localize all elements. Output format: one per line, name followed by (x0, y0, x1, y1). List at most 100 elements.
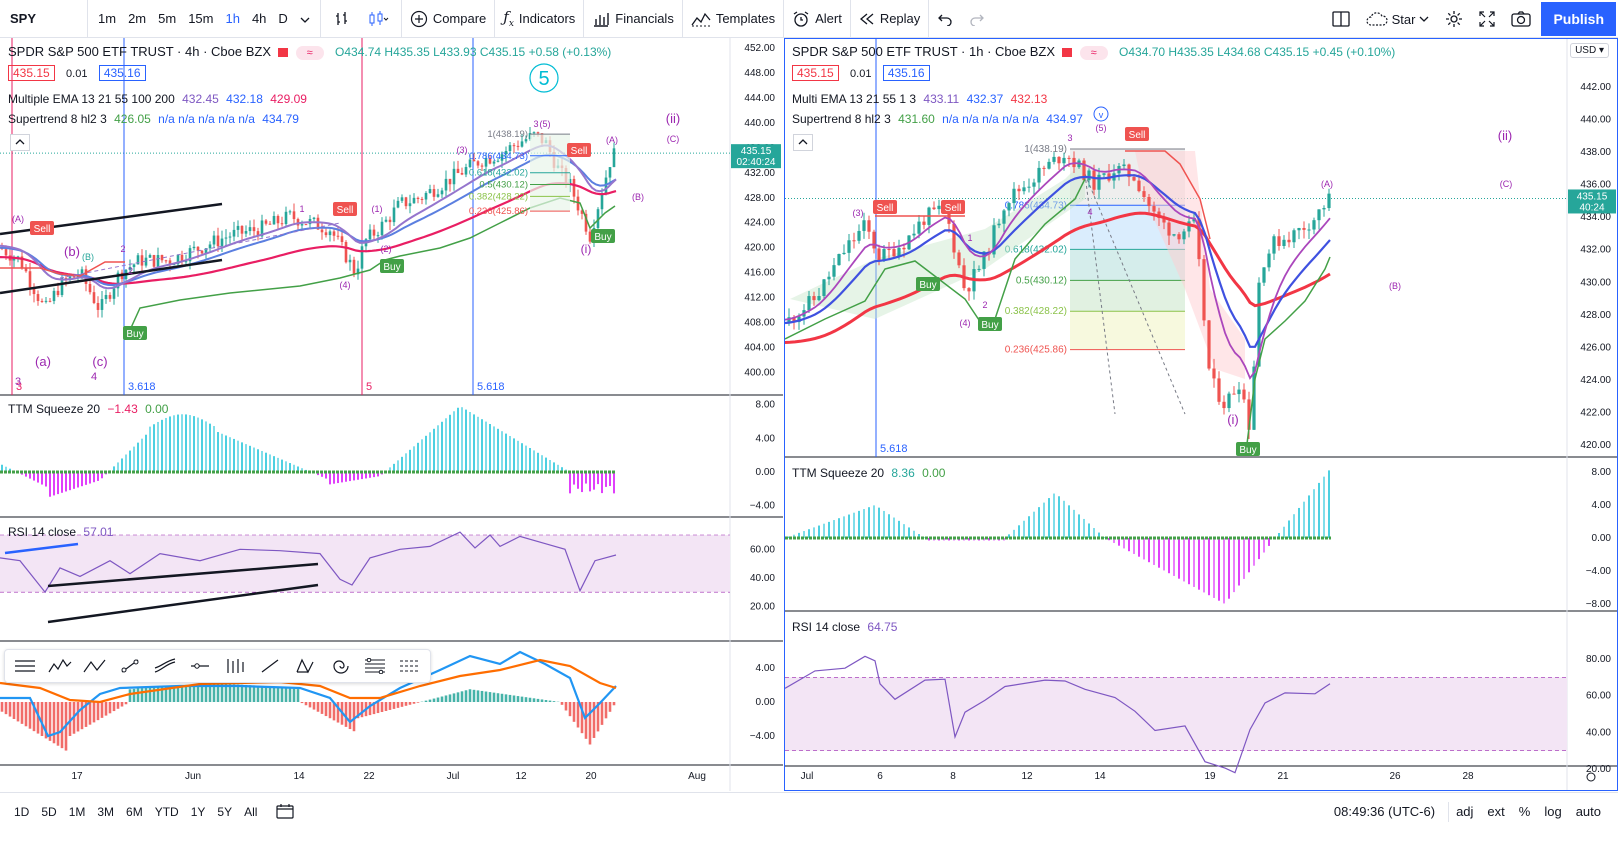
interval-1h[interactable]: 1h (225, 10, 240, 26)
candle-body (1012, 188, 1016, 204)
range-5y[interactable]: 5Y (217, 805, 233, 819)
price-range-icon[interactable] (394, 652, 426, 680)
candle-body (812, 296, 816, 301)
left-chart-pane[interactable]: 452.00448.00444.00440.00436.00432.00428.… (0, 38, 783, 791)
candle-body (128, 267, 132, 270)
right-chart-canvas[interactable]: 442.00440.00438.00436.00434.00432.00430.… (785, 39, 1617, 790)
rsi-band (0, 535, 730, 593)
fib-channel-icon[interactable] (149, 652, 181, 680)
range-5d[interactable]: 5D (41, 805, 57, 819)
trend-line-icon[interactable] (114, 652, 146, 680)
interval-2m[interactable]: 2m (128, 10, 147, 26)
range-6m[interactable]: 6M (126, 805, 143, 819)
candle-body (60, 277, 64, 296)
range-1d[interactable]: 1D (14, 805, 30, 819)
redo-icon[interactable] (961, 0, 993, 38)
rsi-tick: 60.00 (1586, 691, 1611, 702)
candle-body (172, 264, 176, 266)
ema-label: Multiple EMA 13 21 55 100 200 (8, 92, 175, 106)
interval-1m[interactable]: 1m (98, 10, 117, 26)
candle-body (822, 279, 826, 296)
adj-toggle[interactable]: adj (1456, 804, 1474, 819)
approx-icon[interactable]: ≈ (1079, 45, 1108, 60)
interval-5m[interactable]: 5m (158, 10, 177, 26)
candle-body (1022, 187, 1026, 192)
ray-icon[interactable] (184, 652, 216, 680)
bars-pattern-icon[interactable] (219, 652, 251, 680)
replay-button[interactable]: Replay (851, 0, 930, 38)
candle-body (460, 172, 464, 175)
elliott-correction-icon[interactable] (79, 652, 111, 680)
candle-body (112, 288, 116, 299)
rsi-trend-upper (47, 562, 319, 588)
ask-price[interactable]: 435.16 (98, 65, 146, 81)
clock-time[interactable]: 08:49:36 (UTC-6) (1333, 804, 1436, 819)
range-all[interactable]: All (244, 805, 258, 819)
pattern-icon[interactable] (289, 652, 321, 680)
date-range-calendar-icon[interactable] (276, 803, 294, 822)
spiral-icon[interactable] (324, 652, 356, 680)
x-axis-label: Jul (447, 771, 460, 782)
supertrend-label: Supertrend 8 hl2 3 (8, 112, 107, 126)
candle-body (268, 223, 272, 225)
cloud-icon[interactable]: Star (1358, 0, 1438, 38)
symbol-search[interactable]: SPY (0, 0, 88, 38)
approx-icon[interactable]: ≈ (295, 45, 324, 60)
ext-toggle[interactable]: ext (1487, 804, 1505, 819)
flag-icon[interactable] (278, 48, 289, 58)
alert-button[interactable]: Alert (784, 0, 851, 38)
currency-selector[interactable]: USD ▾ (1570, 43, 1609, 58)
candle-body (1142, 191, 1146, 197)
candle-body (316, 217, 320, 230)
collapse-legend-button[interactable] (793, 134, 813, 151)
candle-body (1182, 231, 1186, 240)
interval-4h[interactable]: 4h (251, 10, 267, 26)
fib-level-label: 0.5(430.12) (1016, 275, 1067, 286)
bid-price[interactable]: 435.15 (792, 65, 839, 81)
candle-body (432, 189, 436, 197)
indicators-button[interactable]: ƒx Indicators (495, 0, 585, 38)
ttm-tick: −4.00 (1586, 566, 1612, 577)
percent-toggle[interactable]: % (1518, 804, 1531, 819)
line-tool-icon[interactable] (254, 652, 286, 680)
financials-button[interactable]: Financials (584, 0, 683, 38)
signal-tag-label: Buy (919, 280, 936, 291)
range-3m[interactable]: 3M (97, 805, 115, 819)
auto-toggle[interactable]: auto (1575, 804, 1601, 819)
left-chart-canvas[interactable]: 452.00448.00444.00440.00436.00432.00428.… (0, 38, 783, 791)
candle-chart-icon[interactable] (359, 0, 397, 38)
collapse-legend-button[interactable] (10, 134, 30, 151)
log-toggle[interactable]: log (1544, 804, 1562, 819)
wave-5-circle (529, 63, 559, 93)
interval-15m[interactable]: 15m (188, 10, 214, 26)
publish-button[interactable]: Publish (1541, 2, 1616, 36)
bid-price[interactable]: 435.15 (8, 65, 55, 81)
fib-retracement-icon[interactable] (359, 652, 391, 680)
elliott-impulse-icon[interactable] (44, 652, 76, 680)
interval-D[interactable]: D (278, 10, 288, 26)
horizontal-lines-icon[interactable] (9, 652, 41, 680)
chevron-down-icon[interactable] (294, 12, 316, 26)
signal-tag-box (916, 277, 940, 291)
ask-price[interactable]: 435.16 (882, 65, 930, 81)
left-chart-title: SPDR S&P 500 ETF TRUST · 4h · Cboe BZX (8, 44, 271, 59)
fullscreen-icon[interactable] (1471, 0, 1503, 38)
range-1m[interactable]: 1M (68, 805, 86, 819)
range-1y[interactable]: 1Y (190, 805, 206, 819)
price-tick: 436.00 (1580, 180, 1611, 191)
right-chart-pane[interactable]: 442.00 440.00 438.00 436.00 434.00 432.00 430.… (784, 38, 1618, 791)
undo-icon[interactable] (929, 0, 961, 38)
candle-body (902, 247, 906, 250)
candle-body (1037, 167, 1041, 183)
bar-chart-icon[interactable] (325, 0, 359, 38)
layout-icon[interactable] (1324, 0, 1358, 38)
compare-button[interactable]: Compare (402, 0, 496, 38)
gear-icon[interactable] (1437, 0, 1471, 38)
range-ytd[interactable]: YTD (154, 805, 179, 819)
x-axis-label: 26 (1389, 771, 1401, 782)
templates-button[interactable]: Templates (683, 0, 785, 38)
camera-icon[interactable] (1503, 0, 1539, 38)
flag-icon[interactable] (1062, 48, 1073, 58)
candle-body (887, 249, 891, 251)
axis-gear-icon[interactable] (1586, 772, 1596, 782)
